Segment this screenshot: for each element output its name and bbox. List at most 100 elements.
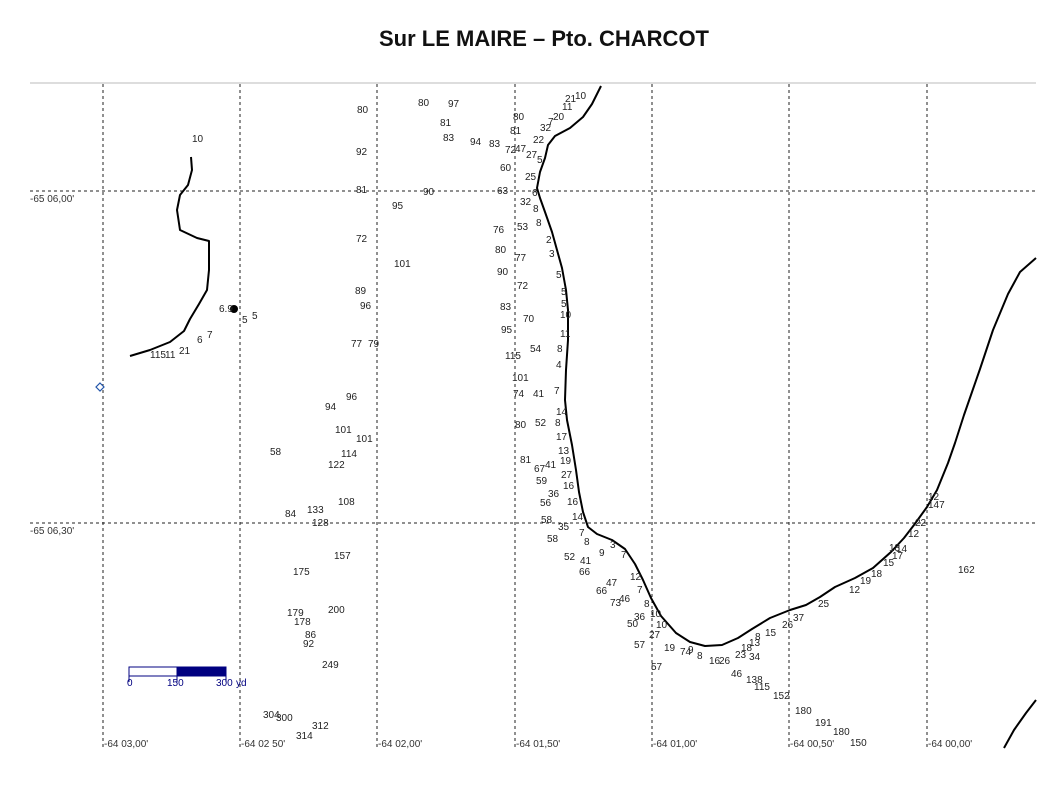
depth-sounding: 72 — [505, 145, 517, 156]
depth-sounding: 7 — [637, 585, 643, 596]
depth-sounding: 76 — [493, 225, 505, 236]
depth-sounding: 77 — [515, 253, 527, 264]
depth-sounding: 58 — [541, 515, 553, 526]
depth-sounding: 13 — [558, 446, 570, 457]
waypoint-diamond-icon[interactable] — [95, 382, 105, 392]
lon-label: -64 03,00' — [104, 739, 148, 750]
depth-sounding: 101 — [335, 425, 352, 436]
depth-sounding: 17 — [892, 551, 904, 562]
depth-sounding: 67 — [534, 464, 546, 475]
depth-sounding: 97 — [448, 99, 460, 110]
depth-sounding: 200 — [328, 605, 345, 616]
depth-sounding: 7 — [207, 330, 213, 341]
longitude-labels: -64 03,00' -64 02 50' -64 02,00' -64 01,… — [104, 739, 972, 750]
depth-sounding: 77 — [351, 339, 363, 350]
depth-sounding: 41 — [545, 460, 557, 471]
depth-sounding: 14 — [572, 512, 584, 523]
depth-sounding: 6.9 — [219, 304, 233, 315]
depth-sounding: 41 — [580, 556, 592, 567]
depth-sounding: 6 — [197, 335, 203, 346]
depth-sounding: 80 — [418, 98, 430, 109]
depth-sounding: 5 — [556, 270, 562, 281]
depth-sounding: 178 — [294, 617, 311, 628]
depth-sounding: 115 — [150, 350, 166, 361]
depth-sounding: 95 — [392, 201, 404, 212]
depth-sounding: 56 — [540, 498, 552, 509]
depth-sounding: 96 — [346, 392, 358, 403]
depth-sounding: 52 — [535, 418, 547, 429]
depth-sounding: 22 — [533, 135, 545, 146]
depth-sounding: 95 — [501, 325, 513, 336]
depth-sounding: 83 — [489, 139, 501, 150]
coastline-west-island — [129, 156, 210, 357]
depth-sounding: 92 — [356, 147, 368, 158]
depth-sounding: 46 — [619, 594, 631, 605]
depth-sounding: 27 — [526, 150, 538, 161]
latitude-labels: -65 06,00' -65 06,30' — [30, 194, 74, 537]
depth-sounding: 74 — [513, 389, 525, 400]
lon-label: -64 01,50' — [516, 739, 560, 750]
depth-sounding: 35 — [558, 522, 570, 533]
depth-sounding: 147 — [928, 500, 945, 511]
depth-sounding: 300 — [276, 713, 293, 724]
depth-sounding: 180 — [795, 706, 812, 717]
depth-sounding: 4 — [556, 360, 562, 371]
depth-sounding: 80 — [357, 105, 369, 116]
scale-bar-segment-dark — [176, 666, 227, 677]
depth-sounding: 79 — [368, 339, 380, 350]
lon-label: -64 00,50' — [790, 739, 834, 750]
depth-sounding: 66 — [596, 586, 608, 597]
depth-sounding: 5 — [561, 287, 567, 298]
depth-sounding: 108 — [338, 497, 355, 508]
depth-sounding: 12 — [908, 529, 920, 540]
depth-sounding: 21 — [565, 94, 577, 105]
depth-sounding: 115 — [754, 682, 770, 693]
lon-label: -64 00,00' — [928, 739, 972, 750]
coastline — [129, 85, 1037, 749]
depth-sounding: 57 — [651, 662, 663, 673]
depth-sounding: 18 — [741, 643, 753, 654]
depth-sounding: 10 — [192, 134, 204, 145]
depth-sounding: 25 — [818, 599, 830, 610]
depth-sounding: 10 — [575, 91, 587, 102]
depth-sounding: 32 — [520, 197, 532, 208]
depth-sounding: 25 — [525, 172, 537, 183]
depth-sounding: 312 — [312, 721, 329, 732]
depth-sounding: 8 — [533, 204, 539, 215]
depth-sounding: 2 — [546, 235, 552, 246]
depth-sounding: 34 — [749, 652, 761, 663]
depth-sounding: 63 — [497, 186, 509, 197]
depth-sounding: 52 — [564, 552, 576, 563]
coastline-southeast-corner — [1003, 699, 1037, 749]
depth-sounding: 115 — [505, 351, 521, 362]
scale-label: 150 — [167, 678, 184, 689]
depth-sounding: 58 — [547, 534, 559, 545]
depth-sounding: 15 — [883, 558, 895, 569]
depth-sounding: 8 — [584, 537, 590, 548]
depth-sounding: 81 — [510, 126, 522, 137]
depth-sounding: 86 — [305, 630, 317, 641]
depth-sounding: 41 — [533, 389, 545, 400]
depth-sounding: 18 — [889, 543, 901, 554]
depth-sounding: 32 — [540, 123, 552, 134]
depth-sounding: 191 — [815, 718, 832, 729]
depth-sounding: 53 — [517, 222, 529, 233]
depth-sounding: 37 — [793, 613, 805, 624]
depth-sounding: 7 — [579, 528, 585, 539]
depth-sounding: 74 — [680, 647, 692, 658]
depth-sounding: 7 — [548, 117, 554, 128]
scale-bar: 0 150 300 yd — [127, 666, 247, 689]
depth-sounding: 304 — [263, 710, 280, 721]
depth-sounding: 5 — [252, 311, 258, 322]
depth-sounding: 175 — [293, 567, 310, 578]
depth-sounding: 7 — [621, 550, 627, 561]
depth-sounding: 81 — [356, 185, 368, 196]
lon-label: -64 01,00' — [653, 739, 697, 750]
depth-sounding: 46 — [731, 669, 743, 680]
depth-sounding: 5 — [242, 315, 248, 326]
scale-label: 0 — [127, 678, 133, 689]
depth-sounding: 150 — [850, 738, 867, 749]
lon-label: -64 02 50' — [241, 739, 285, 750]
depth-sounding: 162 — [958, 565, 975, 576]
